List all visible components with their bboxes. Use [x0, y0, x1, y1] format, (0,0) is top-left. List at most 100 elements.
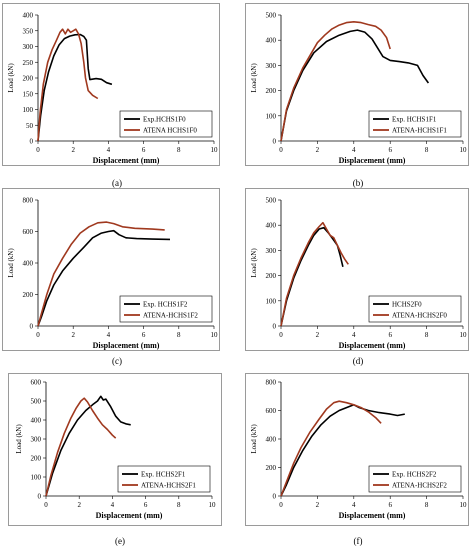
- x-tick-label: 10: [460, 331, 468, 339]
- legend-label: ATENA-HCHS1F1: [392, 127, 447, 135]
- x-axis-label: Displacement (mm): [96, 511, 163, 520]
- series-line-experimental: [280, 404, 405, 497]
- y-tick-label: 100: [266, 297, 277, 305]
- y-tick-label: 0: [38, 493, 42, 501]
- y-tick-label: 800: [23, 197, 34, 205]
- x-axis-label: Displacement (mm): [93, 156, 160, 165]
- x-tick-label: 10: [460, 146, 468, 154]
- caption-b: (b): [352, 178, 364, 188]
- legend-box: [368, 295, 462, 323]
- y-tick-label: 100: [31, 474, 42, 482]
- x-tick-label: 2: [316, 331, 320, 339]
- x-tick-label: 0: [279, 146, 283, 154]
- y-tick-label: 0: [30, 138, 34, 146]
- x-tick-label: 10: [209, 501, 217, 509]
- y-tick-label: 200: [23, 75, 34, 83]
- caption-f: (f): [353, 536, 363, 546]
- chart-a: 0 2 4 6 8 10050100150200250300350400Displacem…: [7, 12, 219, 166]
- series-line-experimental: [37, 229, 171, 327]
- x-tick-label: 8: [425, 331, 429, 339]
- series-line-atena: [45, 397, 117, 497]
- y-tick-label: 200: [31, 455, 42, 463]
- series-line-atena: [280, 21, 391, 142]
- y-tick-label: 300: [266, 62, 277, 70]
- y-tick-label: 200: [266, 87, 277, 95]
- y-tick-label: 200: [266, 272, 277, 280]
- x-tick-label: 4: [352, 146, 356, 154]
- series-line-experimental: [45, 395, 131, 497]
- y-tick-label: 250: [23, 59, 34, 67]
- y-tick-label: 500: [266, 197, 277, 205]
- x-tick-label: 2: [316, 501, 320, 509]
- legend-label: ATENA-HCHS2F0: [392, 312, 447, 320]
- y-axis-label: Load (kN): [250, 248, 258, 278]
- y-tick-label: 100: [23, 106, 34, 114]
- x-tick-label: 0: [44, 501, 48, 509]
- y-tick-label: 500: [31, 398, 42, 406]
- y-tick-label: 600: [23, 228, 34, 236]
- y-tick-label: 350: [23, 27, 34, 35]
- x-tick-label: 0: [279, 331, 283, 339]
- x-tick-label: 4: [352, 501, 356, 509]
- series-line-experimental: [280, 29, 430, 142]
- y-tick-label: 400: [266, 222, 277, 230]
- chart-panel-d: [245, 188, 469, 351]
- series-line-atena: [37, 221, 165, 327]
- chart-panel-e: [8, 373, 222, 526]
- legend-box: [117, 465, 211, 493]
- x-tick-label: 2: [71, 146, 75, 154]
- series-line-atena: [37, 28, 99, 142]
- x-tick-label: 6: [388, 331, 392, 339]
- y-tick-label: 200: [23, 291, 34, 299]
- y-tick-label: 0: [273, 493, 277, 501]
- y-axis-label: Load (kN): [15, 424, 23, 454]
- chart-c: 0 2 4 6 8 10 0 200 400 600 800 Displacement (mm) Loa…: [7, 197, 218, 351]
- legend-label: Exp. HCHS2F2: [392, 471, 437, 479]
- legend-label: Exp. HCHS1F2: [143, 301, 188, 309]
- x-tick-label: 4: [111, 501, 115, 509]
- x-tick-label: 6: [142, 146, 146, 154]
- x-tick-label: 6: [388, 146, 392, 154]
- x-tick-label: 10: [460, 501, 468, 509]
- series-line-atena: [280, 400, 382, 497]
- y-tick-label: 400: [23, 12, 34, 20]
- x-axis-label: Displacement (mm): [339, 341, 406, 350]
- y-axis-label: Load (kN): [250, 63, 258, 93]
- legend-box: [119, 295, 213, 323]
- x-axis-label: Displacement (mm): [339, 511, 406, 520]
- legend-label: ATENA HCHS1F0: [143, 127, 197, 135]
- y-tick-label: 400: [23, 260, 34, 268]
- x-tick-label: 6: [144, 501, 148, 509]
- x-tick-label: 0: [279, 501, 283, 509]
- legend-label: ATENA-HCHS2F2: [392, 482, 447, 490]
- x-tick-label: 6: [142, 331, 146, 339]
- x-tick-label: 8: [177, 146, 181, 154]
- x-tick-label: 6: [388, 501, 392, 509]
- y-tick-label: 300: [266, 247, 277, 255]
- x-tick-label: 4: [352, 331, 356, 339]
- x-axis-label: Displacement (mm): [93, 341, 160, 350]
- y-axis-label: Load (kN): [250, 424, 258, 454]
- x-tick-label: 8: [177, 501, 181, 509]
- y-tick-label: 100: [266, 112, 277, 120]
- legend-label: ATENA-HCHS1F2: [143, 312, 198, 320]
- y-axis-label: Load (kN): [7, 63, 15, 93]
- x-tick-label: 10: [211, 146, 219, 154]
- x-tick-label: 4: [107, 331, 111, 339]
- series-line-experimental: [37, 33, 113, 142]
- x-tick-label: 2: [71, 331, 75, 339]
- caption-a: (a): [112, 178, 122, 188]
- caption-d: (d): [352, 356, 364, 366]
- legend-label: Exp. HCHS2F1: [141, 471, 186, 479]
- x-tick-label: 0: [36, 331, 40, 339]
- x-tick-label: 2: [316, 146, 320, 154]
- legend-box: [368, 465, 462, 493]
- y-tick-label: 300: [31, 436, 42, 444]
- y-tick-label: 400: [266, 436, 277, 444]
- y-tick-label: 600: [31, 379, 42, 387]
- y-tick-label: 400: [31, 417, 42, 425]
- series-line-atena: [280, 221, 349, 327]
- x-axis-label: Displacement (mm): [339, 156, 406, 165]
